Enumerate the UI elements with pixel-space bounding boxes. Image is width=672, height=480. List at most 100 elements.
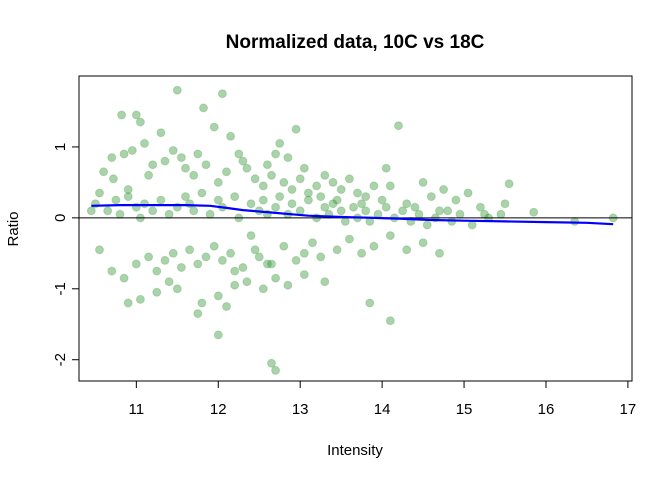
data-point xyxy=(418,238,428,248)
y-tick-label: -1 xyxy=(52,282,69,295)
data-point xyxy=(377,195,387,205)
data-point xyxy=(144,252,154,262)
x-tick-label: 11 xyxy=(129,401,145,418)
y-axis: -2 -1 0 1 xyxy=(52,143,80,366)
data-point xyxy=(308,238,317,248)
data-point xyxy=(152,287,162,297)
data-point xyxy=(193,149,203,159)
data-point xyxy=(435,248,444,258)
data-point xyxy=(275,192,285,202)
data-point xyxy=(209,122,219,132)
data-point xyxy=(414,209,424,219)
data-point xyxy=(291,255,301,265)
data-point xyxy=(299,248,309,258)
data-point xyxy=(238,156,248,166)
data-point xyxy=(320,170,330,180)
data-point xyxy=(426,192,436,202)
y-tick-label: 0 xyxy=(52,214,69,222)
data-point xyxy=(361,206,371,216)
data-point xyxy=(164,209,174,219)
data-point xyxy=(119,273,129,283)
y-axis-label: Ratio xyxy=(5,211,22,246)
data-point xyxy=(172,85,182,95)
data-point xyxy=(123,192,133,202)
data-point xyxy=(271,273,281,283)
data-point xyxy=(369,181,379,191)
data-point xyxy=(160,255,170,265)
data-point xyxy=(398,206,408,216)
data-point xyxy=(209,241,219,251)
y-tick-label: 1 xyxy=(52,143,69,151)
data-point xyxy=(463,188,473,198)
x-tick-label: 14 xyxy=(374,401,391,418)
data-point xyxy=(271,202,281,212)
data-point xyxy=(242,163,252,173)
data-point xyxy=(242,277,252,287)
data-point xyxy=(250,245,260,255)
data-point xyxy=(496,209,506,219)
data-point xyxy=(320,202,330,212)
data-point xyxy=(410,202,420,212)
x-axis: 11 12 13 14 15 16 17 xyxy=(129,380,636,418)
data-point xyxy=(117,110,127,120)
data-point xyxy=(439,185,449,194)
data-point xyxy=(443,206,453,216)
data-point xyxy=(217,255,227,265)
data-point xyxy=(332,195,342,205)
data-point xyxy=(107,153,117,163)
data-point xyxy=(156,195,166,205)
data-point xyxy=(303,195,313,205)
data-point xyxy=(197,188,207,198)
data-point xyxy=(213,195,223,205)
data-point xyxy=(500,199,510,209)
data-point xyxy=(385,231,395,241)
data-point xyxy=(213,330,223,340)
data-point xyxy=(336,206,346,216)
data-point xyxy=(250,174,260,184)
data-point xyxy=(357,248,367,258)
data-point xyxy=(295,174,305,184)
data-point xyxy=(103,206,113,216)
data-point xyxy=(287,199,297,209)
data-point xyxy=(275,138,285,148)
data-point xyxy=(267,358,276,368)
data-point xyxy=(316,192,326,202)
data-point xyxy=(435,206,444,216)
data-point xyxy=(201,160,211,170)
data-point xyxy=(185,245,195,255)
data-point xyxy=(230,192,240,202)
x-axis-label: Intensity xyxy=(327,442,383,459)
data-point xyxy=(291,124,301,134)
data-point xyxy=(230,280,240,290)
data-point xyxy=(144,170,154,180)
data-point xyxy=(222,167,231,177)
data-point xyxy=(279,177,289,187)
data-point xyxy=(287,185,297,194)
data-point xyxy=(108,174,118,184)
data-point xyxy=(226,131,236,141)
data-point xyxy=(402,245,412,255)
data-point xyxy=(361,192,371,202)
data-point xyxy=(369,241,379,251)
data-point xyxy=(336,185,346,194)
data-point xyxy=(529,207,539,217)
data-point xyxy=(312,181,322,191)
data-point xyxy=(394,121,403,131)
x-tick-label: 15 xyxy=(456,401,473,418)
data-point xyxy=(328,199,338,209)
data-point xyxy=(164,277,174,287)
data-point xyxy=(86,206,96,216)
data-point xyxy=(168,146,178,155)
data-point xyxy=(295,206,305,216)
data-point xyxy=(193,309,203,319)
data-point xyxy=(455,209,465,219)
data-point xyxy=(181,163,190,173)
data-point xyxy=(332,245,342,255)
data-point xyxy=(267,170,276,180)
data-point xyxy=(201,252,211,262)
plot-frame xyxy=(78,75,633,382)
data-point xyxy=(271,149,281,159)
data-point xyxy=(95,188,104,198)
data-point xyxy=(385,316,395,326)
